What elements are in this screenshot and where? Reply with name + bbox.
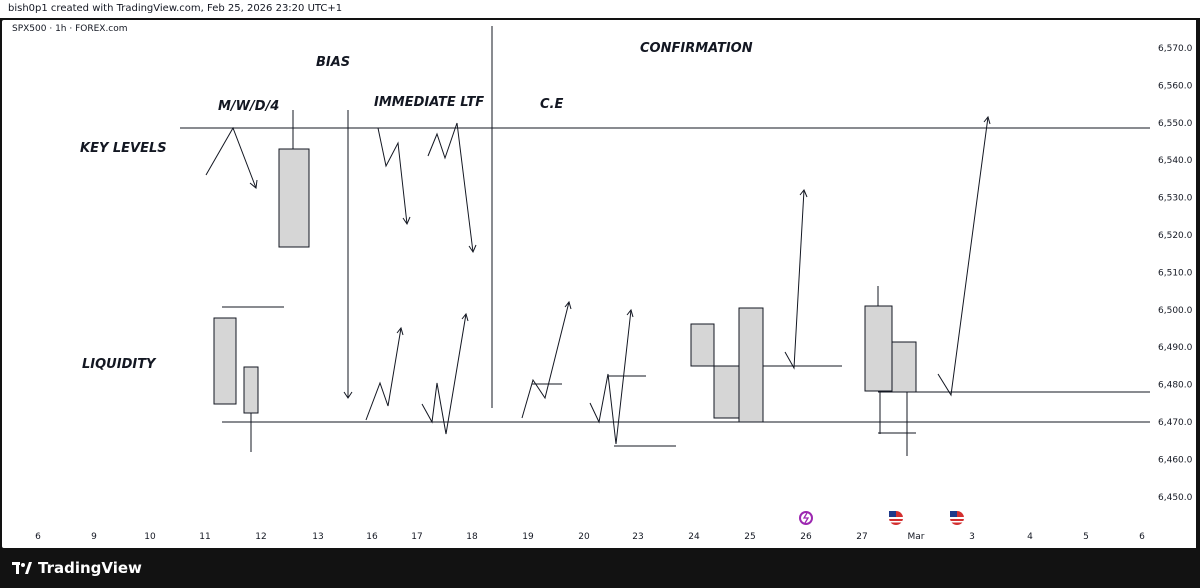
time-tick-label: Mar bbox=[908, 532, 925, 542]
time-tick-label: 4 bbox=[1027, 532, 1033, 542]
price-tick-label: 6,540.0 bbox=[1158, 156, 1193, 166]
time-tick-label: 6 bbox=[1139, 532, 1145, 542]
path-mwd4[interactable] bbox=[205, 126, 257, 189]
chart-drawing[interactable]: BIAS M/W/D/4 IMMEDIATE LTF CONFIRMATION … bbox=[0, 0, 1200, 550]
us-flag-event-icon[interactable] bbox=[889, 511, 903, 525]
candle[interactable] bbox=[713, 365, 740, 419]
price-tick-label: 6,570.0 bbox=[1158, 44, 1193, 54]
confirmation-label: CONFIRMATION bbox=[640, 41, 753, 56]
price-path-drawings[interactable] bbox=[205, 115, 991, 445]
path-conf-2[interactable] bbox=[937, 116, 989, 397]
price-tick-label: 6,560.0 bbox=[1158, 81, 1193, 91]
time-tick-label: 10 bbox=[144, 532, 156, 542]
time-tick-label: 11 bbox=[199, 532, 210, 542]
price-tick-label: 6,480.0 bbox=[1158, 381, 1193, 391]
candle[interactable] bbox=[690, 323, 715, 367]
candle[interactable] bbox=[243, 366, 259, 414]
price-tick-label: 6,550.0 bbox=[1158, 119, 1193, 129]
brand-name: TradingView bbox=[38, 559, 142, 577]
chart-pane[interactable] bbox=[2, 20, 1167, 548]
time-tick-label: 9 bbox=[91, 532, 97, 542]
time-tick-label: 17 bbox=[411, 532, 422, 542]
candle[interactable] bbox=[213, 317, 237, 405]
time-tick-label: 16 bbox=[366, 532, 378, 542]
footer-bar: TradingView bbox=[0, 550, 1200, 588]
arrow-head bbox=[396, 326, 404, 336]
immediate-ltf-label: IMMEDIATE LTF bbox=[374, 95, 484, 110]
separator-arrow-head bbox=[343, 391, 353, 399]
path-ce-2[interactable] bbox=[589, 309, 632, 445]
path-conf-1[interactable] bbox=[784, 189, 805, 370]
time-tick-label: 27 bbox=[856, 532, 867, 542]
us-flag-event-icon[interactable] bbox=[950, 511, 964, 525]
mwd4-label: M/W/D/4 bbox=[218, 99, 279, 114]
path-liq-2[interactable] bbox=[421, 313, 467, 435]
arrow-head bbox=[468, 244, 477, 254]
path-liq-1[interactable] bbox=[365, 327, 402, 421]
arrow-head bbox=[799, 189, 808, 198]
candles[interactable] bbox=[213, 110, 917, 456]
time-tick-label: 24 bbox=[688, 532, 700, 542]
time-tick-label: 13 bbox=[312, 532, 323, 542]
symbol-info: SPX500 · 1h · FOREX.com bbox=[12, 24, 128, 34]
tradingview-logo-icon bbox=[12, 562, 32, 574]
candle[interactable] bbox=[891, 341, 917, 393]
path-ce-1[interactable] bbox=[521, 301, 570, 419]
key-levels-label: KEY LEVELS bbox=[80, 141, 167, 156]
path-immediate-1[interactable] bbox=[377, 127, 408, 225]
tradingview-logo[interactable]: TradingView bbox=[12, 559, 142, 577]
time-axis-labels: 6 9 10 11 12 13 16 17 18 19 20 23 24 25 26 27 Mar 3 4 5 6 bbox=[35, 532, 1145, 542]
path-immediate-2[interactable] bbox=[427, 122, 474, 253]
arrow-head bbox=[461, 312, 469, 322]
bias-label: BIAS bbox=[316, 55, 350, 70]
arrow-head bbox=[626, 308, 634, 318]
time-tick-label: 23 bbox=[632, 532, 643, 542]
candle[interactable] bbox=[864, 305, 893, 392]
lightning-event-icon[interactable] bbox=[799, 511, 813, 525]
time-tick-label: 3 bbox=[969, 532, 975, 542]
arrow-head bbox=[249, 179, 258, 189]
time-tick-label: 18 bbox=[466, 532, 478, 542]
price-axis-labels: 6,570.0 6,560.0 6,550.0 6,540.0 6,530.0 6,520… bbox=[1158, 44, 1193, 503]
price-tick-label: 6,490.0 bbox=[1158, 343, 1193, 353]
price-tick-label: 6,460.0 bbox=[1158, 455, 1193, 465]
arrow-head bbox=[402, 216, 411, 226]
time-tick-label: 25 bbox=[744, 532, 755, 542]
ce-label: C.E bbox=[540, 97, 563, 112]
created-by-credit: bish0p1 created with TradingView.com, Fe… bbox=[8, 3, 343, 14]
price-axis[interactable] bbox=[1146, 20, 1196, 548]
top-bar: bish0p1 created with TradingView.com, Fe… bbox=[0, 0, 1200, 18]
time-tick-label: 5 bbox=[1083, 532, 1089, 542]
time-tick-label: 20 bbox=[578, 532, 590, 542]
candle[interactable] bbox=[738, 307, 764, 423]
time-tick-label: 12 bbox=[255, 532, 266, 542]
time-tick-label: 19 bbox=[522, 532, 534, 542]
price-tick-label: 6,530.0 bbox=[1158, 194, 1193, 204]
liquidity-label: LIQUIDITY bbox=[82, 357, 157, 372]
time-tick-label: 26 bbox=[800, 532, 812, 542]
price-tick-label: 6,470.0 bbox=[1158, 418, 1193, 428]
price-tick-label: 6,450.0 bbox=[1158, 493, 1193, 503]
price-tick-label: 6,500.0 bbox=[1158, 306, 1193, 316]
arrow-head bbox=[983, 115, 991, 125]
price-tick-label: 6,520.0 bbox=[1158, 231, 1193, 241]
candle[interactable] bbox=[278, 148, 310, 248]
time-tick-label: 6 bbox=[35, 532, 41, 542]
price-tick-label: 6,510.0 bbox=[1158, 268, 1193, 278]
arrow-head bbox=[564, 300, 572, 310]
